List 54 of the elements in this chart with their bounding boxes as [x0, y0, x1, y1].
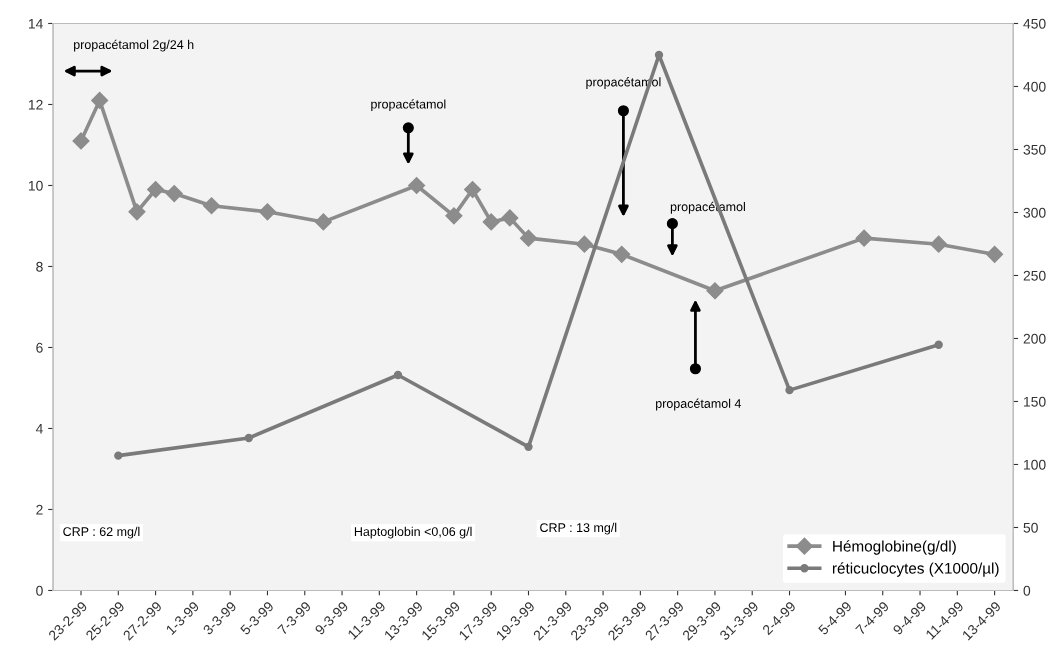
point: [202, 197, 221, 215]
point: [501, 209, 519, 227]
point: [706, 282, 724, 300]
y2-tick-label: 50: [1023, 522, 1038, 533]
point: [524, 442, 533, 452]
point: [482, 213, 500, 231]
y-tick-label: 10: [28, 180, 43, 191]
y2-tick-label: 0: [1023, 585, 1031, 596]
point: [930, 235, 948, 253]
y2-tick-label: 150: [1024, 396, 1046, 407]
y-tick-label: 2: [36, 504, 43, 515]
point: [986, 245, 1004, 263]
y2-tick-label: 100: [1024, 459, 1046, 470]
point: [314, 213, 332, 231]
y2-tick-label: 450: [1023, 18, 1046, 29]
y2-tick-label: 300: [1023, 207, 1046, 218]
point: [408, 176, 426, 195]
point: [393, 370, 403, 380]
y-tick-label: 4: [35, 423, 43, 434]
point: [785, 385, 794, 395]
point: [147, 180, 165, 199]
y2-tick-label: 200: [1023, 333, 1046, 344]
annotation: propacétamol: [586, 77, 661, 89]
annotation: CRP : 62 mg/l: [63, 526, 140, 539]
point: [244, 433, 253, 443]
annotation: Haptoglobin <0,06 g/l: [354, 526, 472, 539]
point: [258, 203, 277, 221]
point: [445, 207, 463, 225]
y-tick-label: 8: [36, 261, 43, 272]
y-tick-label: 14: [28, 18, 43, 29]
point: [575, 235, 593, 253]
point: [855, 229, 873, 247]
point: [519, 229, 538, 247]
annotation: propacétamol 2g/24 h: [74, 39, 194, 52]
annotation: CRP : 13 mg/l: [540, 522, 617, 535]
point: [165, 185, 183, 203]
y2-tick-label: 350: [1023, 144, 1046, 155]
annotation: propacétamol: [371, 99, 446, 112]
point: [934, 340, 943, 349]
point: [613, 245, 631, 263]
y-tick-label: 0: [36, 585, 43, 596]
y2-tick-label: 250: [1023, 270, 1046, 281]
annotation: propacétamol: [670, 201, 745, 214]
point: [464, 180, 482, 199]
point: [91, 91, 109, 109]
legend-label: Hémoglobine(g/dl): [833, 540, 956, 555]
y-tick-label: 12: [28, 99, 43, 110]
point: [128, 203, 146, 221]
annotation: propacétamol 4: [656, 398, 742, 411]
point: [114, 451, 123, 460]
y-tick-label: 6: [36, 342, 43, 353]
point: [72, 132, 90, 150]
y2-tick-label: 400: [1023, 81, 1046, 92]
legend-label: réticuclocytes (X1000/µl): [832, 562, 999, 577]
